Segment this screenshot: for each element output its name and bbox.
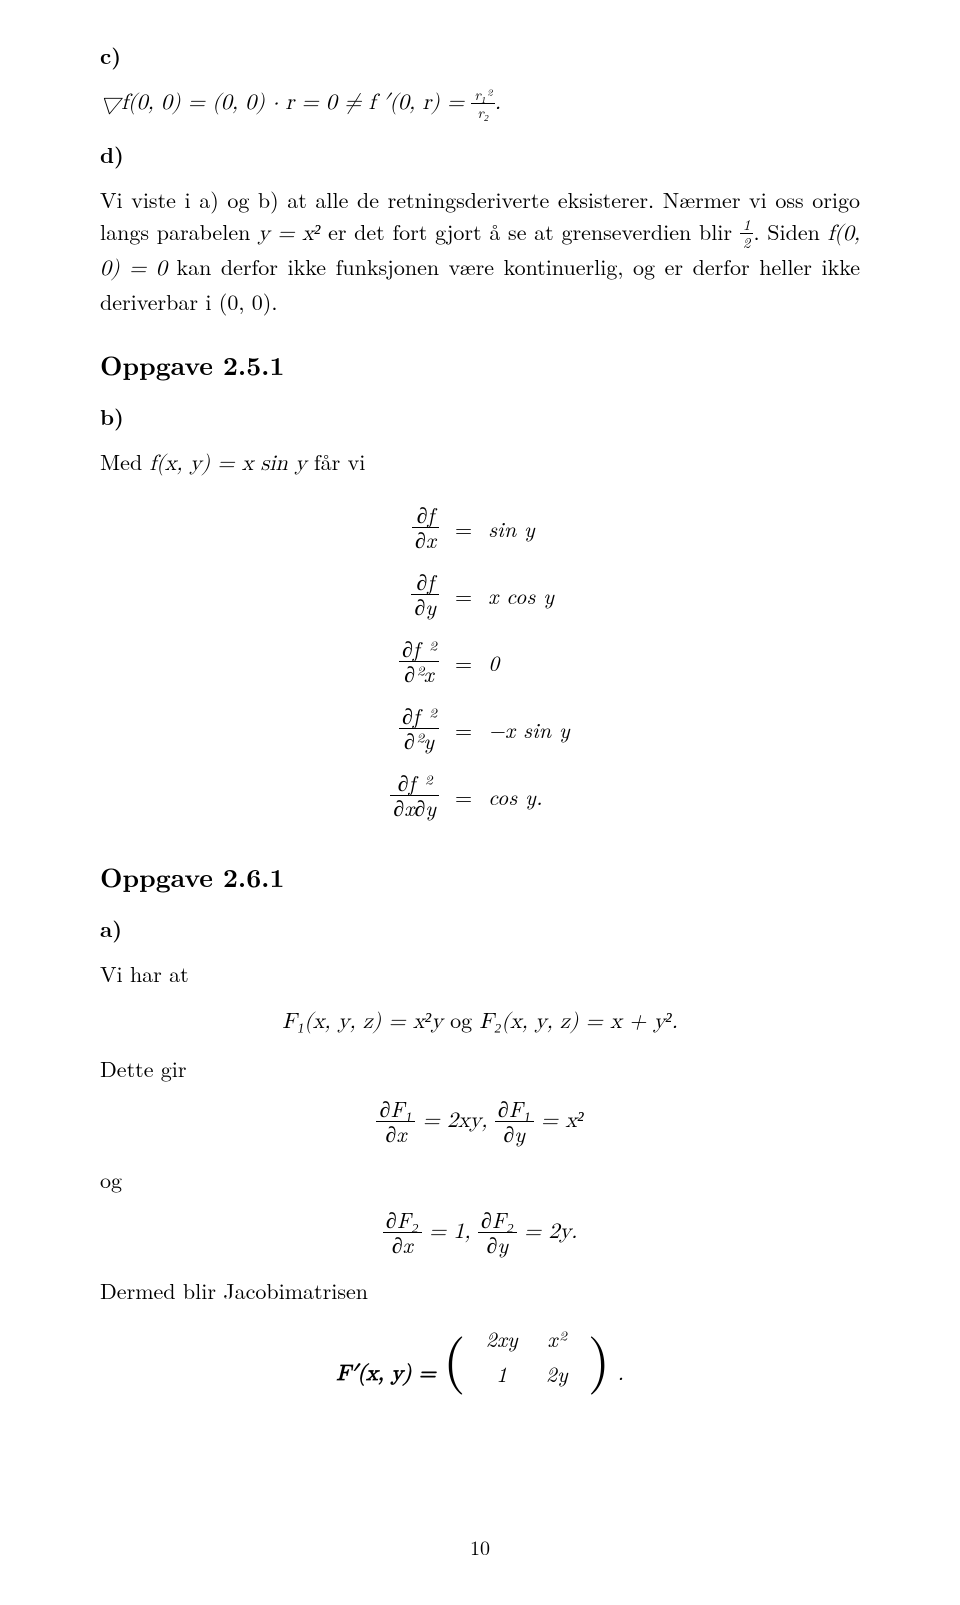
- eq-c-frac-den: r₂: [471, 104, 494, 120]
- eq-row: ∂f ²∂²y = −x sin y: [382, 696, 577, 763]
- part-b-label: b): [100, 401, 860, 432]
- eq-lhs-den: ∂x∂y: [390, 796, 439, 819]
- eq-row: ∂f∂y = x cos y: [382, 562, 577, 629]
- eq2-b-den: ∂y: [495, 1122, 534, 1145]
- d-text-mid2: . Siden: [753, 216, 827, 247]
- eq-rhs: 0: [480, 629, 578, 696]
- matrix-prefix: F′(x, y) =: [336, 1363, 443, 1385]
- eq1-rhs: F₂(x, y, z) = x + y².: [479, 1011, 677, 1033]
- eq1-lhs: F₁(x, y, z) = x²y: [282, 1011, 443, 1033]
- part-c-label: c): [100, 40, 860, 71]
- jacobian-matrix: ( 2xy x² 1 2y ): [443, 1321, 610, 1391]
- eq-rhs: −x sin y: [480, 696, 578, 763]
- eq-c-frac: r₁² r₂: [471, 87, 494, 120]
- d-frac: 12: [740, 217, 754, 250]
- eq-row: ∂f∂x = sin y: [382, 495, 577, 562]
- eq-c-period: .: [495, 92, 501, 114]
- eq-lhs-den: ∂²y: [399, 729, 439, 752]
- oppgave-251-equations: ∂f∂x = sin y ∂f∂y = x cos y ∂f ²∂²x = 0 …: [100, 495, 860, 830]
- eq2-a-den: ∂x: [376, 1122, 415, 1145]
- matrix-r1c1: 2xy: [472, 1321, 532, 1356]
- eq-lhs-den: ∂x: [412, 528, 439, 551]
- eq3-b-frac: ∂F₂∂y: [478, 1209, 517, 1256]
- intro-before: Med: [100, 446, 150, 477]
- d-eq1: y = x²: [258, 223, 320, 245]
- oppgave-261-line4: Dermed blir Jacobimatrisen: [100, 1275, 860, 1307]
- part-d-label: d): [100, 139, 860, 170]
- eq-lhs-den: ∂y: [411, 595, 439, 618]
- part-d-text: Vi viste i a) og b) at alle de retningsd…: [100, 184, 860, 318]
- d-frac-den: 2: [740, 234, 754, 250]
- eq2-b-rhs: = x²: [534, 1110, 584, 1132]
- eq-c-lhs: ▽f(0, 0) = (0, 0) · r = 0 ≠ f ′(0, r) =: [100, 92, 464, 114]
- eq3-a-rhs: = 1,: [422, 1221, 478, 1243]
- intro-fn: f(x, y) = x sin y: [150, 453, 307, 475]
- eq-rhs: sin y: [480, 495, 578, 562]
- oppgave-261-eq1: F₁(x, y, z) = x²y og F₂(x, y, z) = x + y…: [100, 1004, 860, 1035]
- oppgave-251-intro: Med f(x, y) = x sin y får vi: [100, 446, 860, 481]
- page: c) ▽f(0, 0) = (0, 0) · r = 0 ≠ f ′(0, r)…: [0, 0, 960, 1605]
- matrix-r1c2: x²: [532, 1321, 582, 1356]
- oppgave-261-line3: og: [100, 1164, 860, 1196]
- eq2-a-rhs: = 2xy,: [415, 1110, 494, 1132]
- eq3-a-den: ∂x: [383, 1233, 422, 1256]
- oppgave-261-eq2: ∂F₁∂x = 2xy, ∂F₁∂y = x²: [100, 1099, 860, 1146]
- page-number: 10: [0, 1532, 960, 1561]
- eq3-b-den: ∂y: [478, 1233, 517, 1256]
- oppgave-261-line1: Vi har at: [100, 958, 860, 990]
- oppgave-261-title: Oppgave 2.6.1: [100, 858, 860, 895]
- eq-grid-251: ∂f∂x = sin y ∂f∂y = x cos y ∂f ²∂²x = 0 …: [382, 495, 577, 830]
- oppgave-261-line2: Dette gir: [100, 1053, 860, 1085]
- matrix-suffix: .: [618, 1363, 624, 1385]
- matrix-r2c2: 2y: [532, 1356, 582, 1391]
- part-c-equation: ▽f(0, 0) = (0, 0) · r = 0 ≠ f ′(0, r) = …: [100, 85, 860, 121]
- eq-row: ∂f ²∂²x = 0: [382, 629, 577, 696]
- eq3-a-frac: ∂F₂∂x: [383, 1209, 422, 1256]
- d-text-mid1: er det fort gjort å se at grenseverdien …: [320, 216, 739, 247]
- eq-rhs: cos y.: [480, 763, 578, 830]
- eq-row: ∂f ²∂x∂y = cos y.: [382, 763, 577, 830]
- oppgave-261-eq3: ∂F₂∂x = 1, ∂F₂∂y = 2y.: [100, 1210, 860, 1257]
- oppgave-251-title: Oppgave 2.5.1: [100, 346, 860, 383]
- intro-after: får vi: [307, 446, 366, 477]
- eq1-mid: og: [443, 1004, 480, 1035]
- matrix-r2c1: 1: [472, 1356, 532, 1391]
- eq2-a-frac: ∂F₁∂x: [376, 1098, 415, 1145]
- eq2-b-frac: ∂F₁∂y: [495, 1098, 534, 1145]
- part-a-label: a): [100, 913, 860, 944]
- eq-rhs: x cos y: [480, 562, 578, 629]
- eq3-b-rhs: = 2y.: [517, 1221, 577, 1243]
- oppgave-261-matrix: F′(x, y) = ( 2xy x² 1 2y ) .: [100, 1321, 860, 1391]
- eq-lhs-den: ∂²x: [399, 662, 439, 685]
- d-text-after: kan derfor ikke funksjonen være kontinue…: [100, 251, 860, 317]
